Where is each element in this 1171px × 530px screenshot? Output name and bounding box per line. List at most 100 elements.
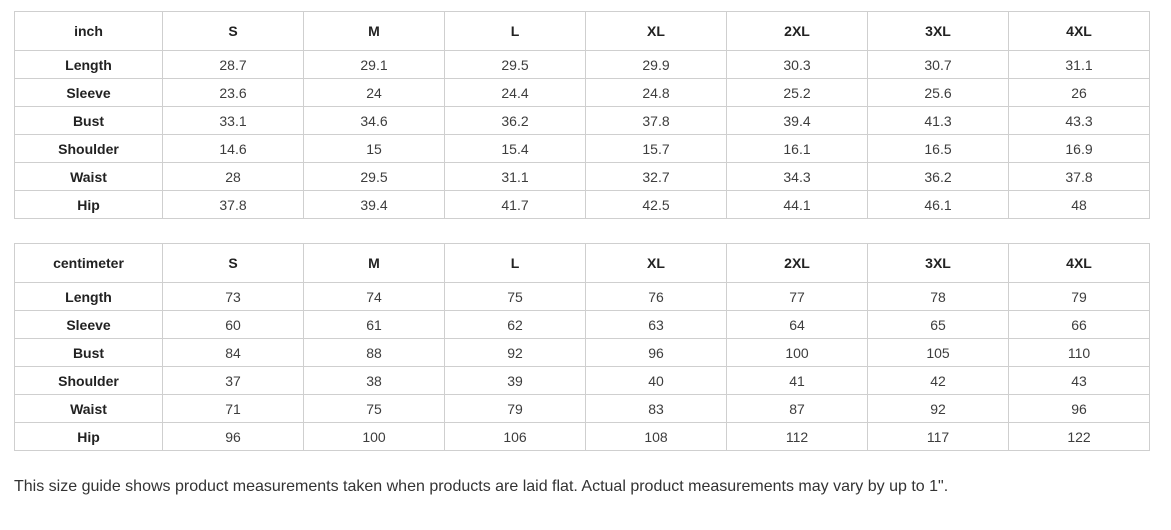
value-cell: 14.6	[162, 134, 304, 163]
value-cell: 100	[303, 422, 445, 451]
value-cell: 42.5	[585, 190, 727, 219]
size-header-cell: L	[444, 11, 586, 51]
value-cell: 96	[585, 338, 727, 367]
value-cell: 16.1	[726, 134, 868, 163]
measurement-row: Hip 37.8 39.4 41.7 42.5 44.1 46.1 48	[14, 190, 1150, 219]
size-header-cell: XL	[585, 11, 727, 51]
size-table-inch: inch S M L XL 2XL 3XL 4XL Length 28.7 29.1 29.5 29.9…	[14, 11, 1150, 219]
value-cell: 78	[867, 282, 1009, 311]
value-cell: 62	[444, 310, 586, 339]
value-cell: 30.7	[867, 50, 1009, 79]
value-cell: 23.6	[162, 78, 304, 107]
value-cell: 26	[1008, 78, 1150, 107]
value-cell: 30.3	[726, 50, 868, 79]
value-cell: 105	[867, 338, 1009, 367]
value-cell: 77	[726, 282, 868, 311]
value-cell: 76	[585, 282, 727, 311]
row-label-cell: Length	[14, 282, 163, 311]
value-cell: 42	[867, 366, 1009, 395]
value-cell: 63	[585, 310, 727, 339]
row-label-cell: Sleeve	[14, 310, 163, 339]
row-label-cell: Waist	[14, 162, 163, 191]
value-cell: 79	[1008, 282, 1150, 311]
value-cell: 16.5	[867, 134, 1009, 163]
value-cell: 15.7	[585, 134, 727, 163]
value-cell: 110	[1008, 338, 1150, 367]
value-cell: 61	[303, 310, 445, 339]
value-cell: 36.2	[444, 106, 586, 135]
value-cell: 60	[162, 310, 304, 339]
row-label-cell: Length	[14, 50, 163, 79]
measurement-row: Shoulder 37 38 39 40 41 42 43	[14, 366, 1150, 395]
value-cell: 34.3	[726, 162, 868, 191]
measurement-row: Sleeve 60 61 62 63 64 65 66	[14, 310, 1150, 339]
measurement-row: Waist 71 75 79 83 87 92 96	[14, 394, 1150, 423]
size-header-cell: 3XL	[867, 243, 1009, 283]
measurement-row: Length 73 74 75 76 77 78 79	[14, 282, 1150, 311]
value-cell: 100	[726, 338, 868, 367]
value-cell: 31.1	[444, 162, 586, 191]
value-cell: 83	[585, 394, 727, 423]
size-header-cell: 4XL	[1008, 11, 1150, 51]
size-header-cell: 2XL	[726, 243, 868, 283]
size-header-cell: M	[303, 11, 445, 51]
value-cell: 39.4	[303, 190, 445, 219]
size-header-cell: M	[303, 243, 445, 283]
value-cell: 117	[867, 422, 1009, 451]
size-header-cell: 2XL	[726, 11, 868, 51]
value-cell: 25.6	[867, 78, 1009, 107]
value-cell: 33.1	[162, 106, 304, 135]
value-cell: 36.2	[867, 162, 1009, 191]
value-cell: 87	[726, 394, 868, 423]
value-cell: 29.1	[303, 50, 445, 79]
value-cell: 43	[1008, 366, 1150, 395]
value-cell: 122	[1008, 422, 1150, 451]
value-cell: 88	[303, 338, 445, 367]
value-cell: 65	[867, 310, 1009, 339]
row-label-cell: Hip	[14, 190, 163, 219]
value-cell: 15	[303, 134, 445, 163]
measurement-row: Shoulder 14.6 15 15.4 15.7 16.1 16.5 16.9	[14, 134, 1150, 163]
value-cell: 38	[303, 366, 445, 395]
value-cell: 41.7	[444, 190, 586, 219]
value-cell: 32.7	[585, 162, 727, 191]
size-header-cell: S	[162, 11, 304, 51]
value-cell: 92	[444, 338, 586, 367]
value-cell: 29.9	[585, 50, 727, 79]
value-cell: 75	[444, 282, 586, 311]
value-cell: 15.4	[444, 134, 586, 163]
value-cell: 28.7	[162, 50, 304, 79]
row-label-cell: Hip	[14, 422, 163, 451]
row-label-cell: Shoulder	[14, 366, 163, 395]
size-guide-disclaimer-text: This size guide shows product measuremen…	[14, 478, 949, 495]
value-cell: 24	[303, 78, 445, 107]
row-label-cell: Shoulder	[14, 134, 163, 163]
value-cell: 34.6	[303, 106, 445, 135]
value-cell: 29.5	[444, 50, 586, 79]
value-cell: 16.9	[1008, 134, 1150, 163]
measurement-row: Waist 28 29.5 31.1 32.7 34.3 36.2 37.8	[14, 162, 1150, 191]
value-cell: 31.1	[1008, 50, 1150, 79]
value-cell: 39	[444, 366, 586, 395]
value-cell: 43.3	[1008, 106, 1150, 135]
value-cell: 37.8	[1008, 162, 1150, 191]
size-header-cell: 4XL	[1008, 243, 1150, 283]
header-row: centimeter S M L XL 2XL 3XL 4XL	[14, 243, 1150, 283]
value-cell: 96	[1008, 394, 1150, 423]
value-cell: 37.8	[585, 106, 727, 135]
value-cell: 24.4	[444, 78, 586, 107]
value-cell: 96	[162, 422, 304, 451]
value-cell: 64	[726, 310, 868, 339]
value-cell: 112	[726, 422, 868, 451]
row-label-cell: Bust	[14, 106, 163, 135]
row-label-cell: Waist	[14, 394, 163, 423]
value-cell: 39.4	[726, 106, 868, 135]
value-cell: 28	[162, 162, 304, 191]
measurement-row: Bust 33.1 34.6 36.2 37.8 39.4 41.3 43.3	[14, 106, 1150, 135]
measurement-row: Hip 96 100 106 108 112 117 122	[14, 422, 1150, 451]
unit-header-cell: inch	[14, 11, 163, 51]
value-cell: 44.1	[726, 190, 868, 219]
value-cell: 24.8	[585, 78, 727, 107]
size-header-cell: XL	[585, 243, 727, 283]
